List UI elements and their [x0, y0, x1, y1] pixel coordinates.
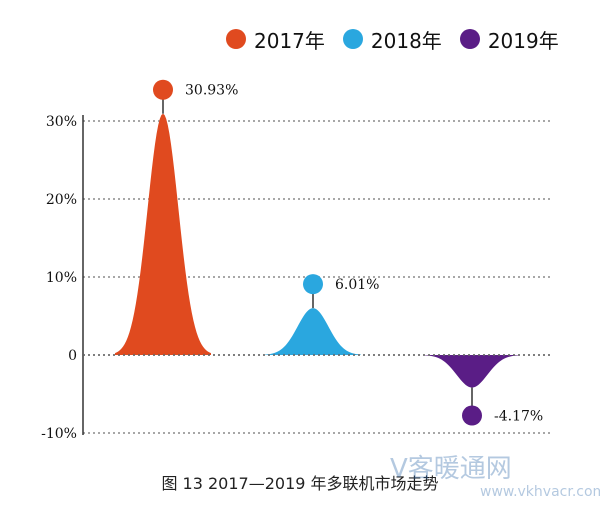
y-tick-label: -10%	[41, 426, 77, 442]
y-tick-label: 10%	[46, 270, 77, 286]
legend-dot-2018	[342, 29, 363, 49]
watermark: V客暖通网 www.vkhvacr.com	[330, 448, 600, 508]
legend-dot-2019	[459, 29, 480, 49]
watermark-url: www.vkhvacr.com	[480, 484, 600, 500]
legend-item-2017: 2017年	[226, 25, 325, 54]
data-label: 30.93%	[185, 83, 238, 99]
legend-item-2019: 2019年	[459, 25, 559, 54]
bell-mark-2019年	[424, 355, 520, 388]
legend-item-2018: 2018年	[342, 25, 442, 54]
legend-dot-2017	[226, 29, 246, 49]
value-dot	[303, 274, 323, 295]
legend-label-2019: 2019年	[487, 28, 559, 53]
y-tick-label: 0	[68, 348, 77, 364]
figure-caption: 图 13 2017—2019 年多联机市场走势	[161, 474, 439, 493]
value-dot	[153, 79, 173, 100]
y-tick-label: 30%	[46, 114, 77, 130]
data-label: -4.17%	[494, 409, 543, 425]
legend-label-2017: 2017年	[254, 28, 325, 53]
bell-mark-2017年	[115, 113, 211, 355]
bell-mark-2018年	[265, 308, 361, 355]
value-dot	[462, 405, 482, 426]
data-label: 6.01%	[335, 277, 379, 293]
y-tick-label: 20%	[46, 192, 77, 208]
legend: 2017年 2018年 2019年	[226, 24, 559, 54]
legend-label-2018: 2018年	[370, 28, 442, 53]
watermark-text: V客暖通网	[390, 454, 512, 484]
